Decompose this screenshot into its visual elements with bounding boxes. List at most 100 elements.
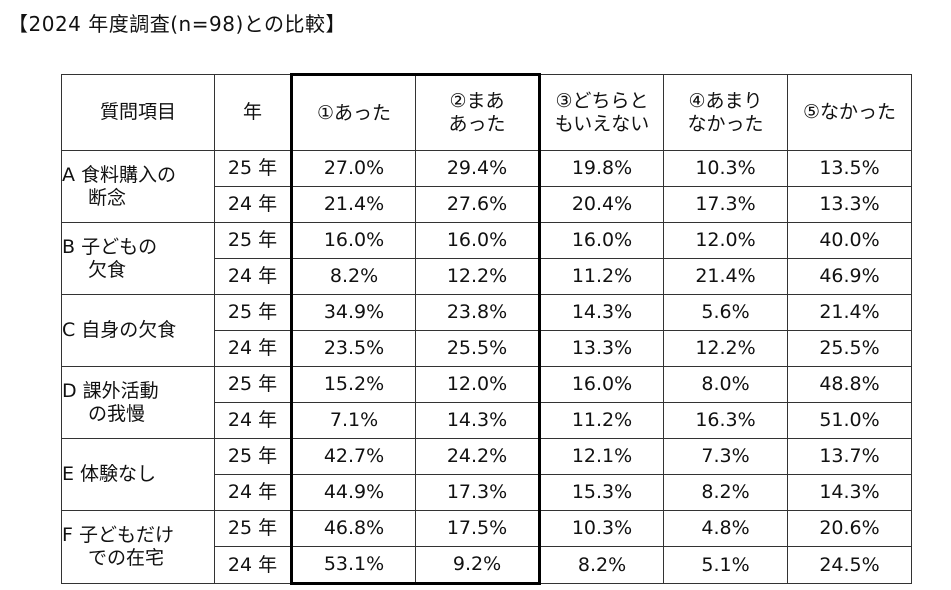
value-cell-somewhat-yes: 29.4%	[415, 150, 541, 187]
table-row: F 子どもだけ での在宅 25 年 46.8% 17.5% 10.3% 4.8% 20.6%	[61, 510, 912, 584]
value-cell-neither: 12.1%	[539, 438, 664, 475]
table-row: 24 年 44.9% 17.3% 15.3% 8.2% 14.3%	[62, 474, 912, 511]
header-not-much: ④あまり なかった	[663, 74, 788, 151]
value-cell-no: 21.4%	[787, 294, 912, 331]
value-cell-neither: 14.3%	[539, 294, 664, 331]
header-no: ⑤なかった	[787, 74, 912, 151]
year-cell: 24 年	[214, 402, 292, 439]
value-cell-not-much: 4.8%	[663, 510, 788, 547]
value-cell-answered-yes: 7.1%	[290, 402, 416, 439]
table-row: A 食料購入の 断念 25 年 27.0% 29.4% 19.8% 10.3% 13.5%	[61, 150, 912, 223]
value-cell-somewhat-yes: 17.5%	[415, 510, 541, 547]
value-cell-no: 13.7%	[787, 438, 912, 475]
question-item-self-skipped-meal: C 自身の欠食	[61, 294, 215, 367]
question-item-line: A 食料購入の	[62, 163, 177, 186]
value-cell-answered-yes: 44.9%	[290, 474, 416, 511]
table-row: C 自身の欠食 25 年 34.9% 23.8% 14.3% 5.6% 21.4%	[61, 294, 912, 367]
value-cell-answered-yes: 16.0%	[290, 222, 416, 259]
value-cell-somewhat-yes: 12.2%	[415, 258, 541, 295]
question-item-food-purchase: A 食料購入の 断念	[61, 150, 215, 223]
question-item-extracurricular: D 課外活動 の我慢	[61, 366, 215, 439]
value-cell-no: 24.5%	[787, 546, 912, 584]
table-row: D 課外活動 の我慢 25 年 15.2% 12.0% 16.0% 8.0% 48.8%	[61, 366, 912, 439]
value-cell-somewhat-yes: 9.2%	[415, 546, 541, 585]
value-cell-no: 20.6%	[787, 510, 912, 547]
value-cell-neither: 10.3%	[539, 510, 664, 547]
table-row: B 子どもの 欠食 25 年 16.0% 16.0% 16.0% 12.0% 40.0%	[61, 222, 912, 295]
value-cell-somewhat-yes: 14.3%	[415, 402, 541, 439]
value-cell-somewhat-yes: 23.8%	[415, 294, 541, 331]
value-cell-answered-yes: 34.9%	[290, 294, 416, 331]
value-cell-not-much: 12.2%	[663, 330, 788, 367]
value-cell-answered-yes: 53.1%	[290, 546, 416, 585]
value-cell-not-much: 8.2%	[663, 474, 788, 511]
value-cell-neither: 8.2%	[539, 546, 664, 584]
question-item-no-experiences: E 体験なし	[61, 438, 215, 511]
table-row: 24 年 23.5% 25.5% 13.3% 12.2% 25.5%	[62, 330, 912, 367]
question-item-line: D 課外活動	[62, 379, 159, 402]
value-cell-no: 14.3%	[787, 474, 912, 511]
value-cell-somewhat-yes: 17.3%	[415, 474, 541, 511]
value-cell-no: 13.3%	[787, 186, 912, 223]
value-cell-somewhat-yes: 27.6%	[415, 186, 541, 223]
value-cell-no: 13.5%	[787, 150, 912, 187]
question-item-child-skipped-meal: B 子どもの 欠食	[61, 222, 215, 295]
value-cell-somewhat-yes: 24.2%	[415, 438, 541, 475]
table-row: 24 年 21.4% 27.6% 20.4% 17.3% 13.3%	[62, 186, 912, 223]
value-cell-not-much: 10.3%	[663, 150, 788, 187]
year-cell: 25 年	[214, 438, 292, 475]
table-body: A 食料購入の 断念 25 年 27.0% 29.4% 19.8% 10.3% 13.5% 24…	[61, 150, 912, 585]
year-cell: 24 年	[214, 258, 292, 295]
question-item-line: 欠食	[88, 258, 127, 281]
header-item: 質問項目	[61, 74, 215, 151]
value-cell-not-much: 16.3%	[663, 402, 788, 439]
year-cell: 25 年	[214, 294, 292, 331]
year-cell: 24 年	[214, 186, 292, 223]
value-cell-not-much: 8.0%	[663, 366, 788, 403]
table-row: 24 年 7.1% 14.3% 11.2% 16.3% 51.0%	[62, 402, 912, 439]
value-cell-no: 51.0%	[787, 402, 912, 439]
value-cell-answered-yes: 21.4%	[290, 186, 416, 223]
value-cell-answered-yes: 46.8%	[290, 510, 416, 547]
value-cell-not-much: 21.4%	[663, 258, 788, 295]
value-cell-not-much: 12.0%	[663, 222, 788, 259]
value-cell-answered-yes: 27.0%	[290, 150, 416, 187]
comparison-table: 質問項目 年 ①あった ②まあ あった ③どちらと もいえない ④あまり なかっ…	[61, 73, 912, 585]
table-row: E 体験なし 25 年 42.7% 24.2% 12.1% 7.3% 13.7%	[61, 438, 912, 511]
value-cell-not-much: 5.6%	[663, 294, 788, 331]
year-cell: 25 年	[214, 150, 292, 187]
value-cell-neither: 13.3%	[539, 330, 664, 367]
value-cell-not-much: 5.1%	[663, 546, 788, 584]
question-item-line: の我慢	[88, 402, 146, 425]
question-item-line: E 体験なし	[62, 463, 157, 486]
header-somewhat-yes: ②まあ あった	[415, 73, 541, 151]
value-cell-neither: 11.2%	[539, 258, 664, 295]
question-item-line: F 子どもだけ	[62, 524, 174, 547]
header-year: 年	[214, 74, 292, 151]
value-cell-answered-yes: 23.5%	[290, 330, 416, 367]
value-cell-neither: 15.3%	[539, 474, 664, 511]
value-cell-neither: 19.8%	[539, 150, 664, 187]
value-cell-somewhat-yes: 16.0%	[415, 222, 541, 259]
table-row: 24 年 53.1% 9.2% 8.2% 5.1% 24.5%	[62, 546, 912, 585]
value-cell-neither: 16.0%	[539, 222, 664, 259]
year-cell: 24 年	[214, 546, 292, 584]
table-row: 24 年 8.2% 12.2% 11.2% 21.4% 46.9%	[62, 258, 912, 295]
question-item-line: C 自身の欠食	[62, 319, 177, 342]
year-cell: 25 年	[214, 510, 292, 547]
year-cell: 24 年	[214, 474, 292, 511]
page-title: 【2024 年度調査(n=98)との比較】	[8, 12, 347, 36]
question-item-line: 断念	[88, 186, 127, 209]
value-cell-answered-yes: 42.7%	[290, 438, 416, 475]
value-cell-neither: 20.4%	[539, 186, 664, 223]
header-neither: ③どちらと もいえない	[539, 74, 664, 151]
value-cell-answered-yes: 8.2%	[290, 258, 416, 295]
value-cell-somewhat-yes: 25.5%	[415, 330, 541, 367]
value-cell-neither: 16.0%	[539, 366, 664, 403]
value-cell-answered-yes: 15.2%	[290, 366, 416, 403]
question-item-line: での在宅	[88, 547, 165, 569]
year-cell: 25 年	[214, 222, 292, 259]
year-cell: 25 年	[214, 366, 292, 403]
value-cell-neither: 11.2%	[539, 402, 664, 439]
value-cell-not-much: 17.3%	[663, 186, 788, 223]
